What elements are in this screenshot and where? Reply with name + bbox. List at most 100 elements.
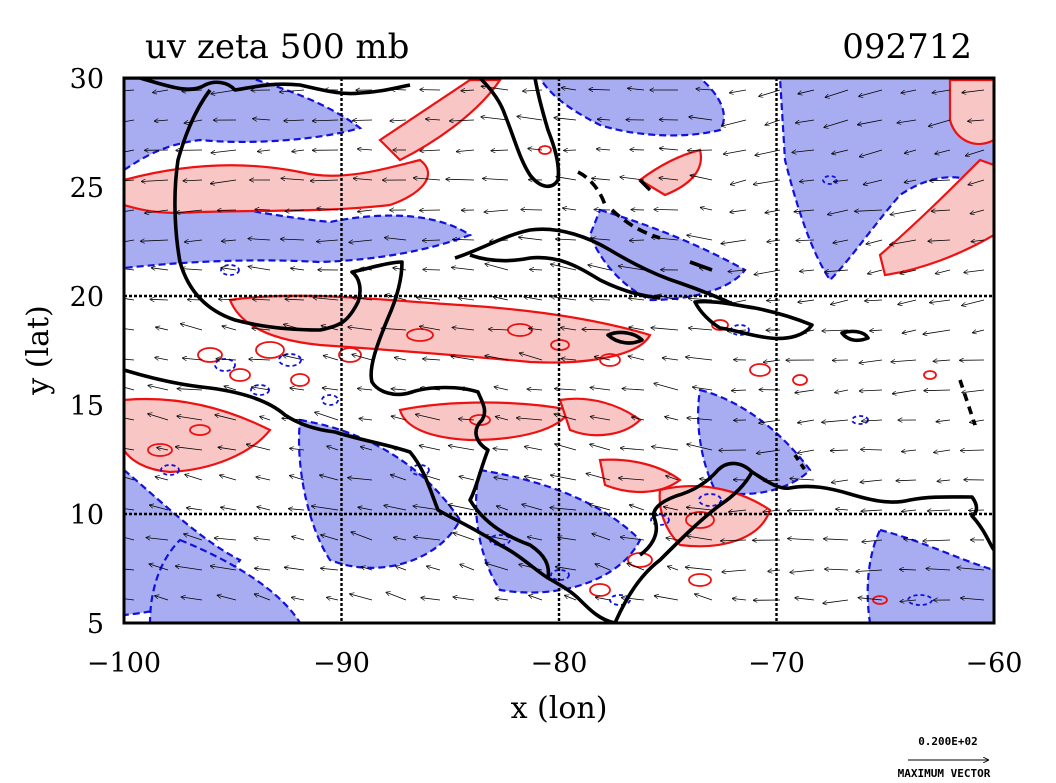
wind-vector xyxy=(973,330,985,333)
wind-vector xyxy=(962,299,985,306)
wind-vector xyxy=(932,210,951,211)
wind-vector xyxy=(353,120,373,121)
wind-vector xyxy=(152,268,169,270)
wind-vector xyxy=(664,507,679,511)
wind-vector xyxy=(835,390,849,393)
wind-vector xyxy=(589,89,611,90)
wind-vector xyxy=(592,239,611,241)
wind-vector xyxy=(688,150,713,151)
wind-vector xyxy=(181,324,203,331)
wind-vector xyxy=(453,328,475,331)
wind-vector xyxy=(286,210,305,211)
wind-vector xyxy=(391,475,407,481)
wind-vector xyxy=(891,360,917,362)
wind-vector xyxy=(797,240,815,241)
wind-vector xyxy=(687,235,713,241)
wind-vector xyxy=(831,299,849,304)
wind-vector xyxy=(285,567,305,571)
wind-vector xyxy=(768,570,781,571)
wind-vector xyxy=(312,506,339,511)
wind-vector xyxy=(124,568,135,571)
wind-vector xyxy=(211,566,237,571)
wind-vector xyxy=(459,298,475,300)
wind-vector xyxy=(862,540,883,542)
wind-vector xyxy=(870,330,883,331)
wind-vector xyxy=(620,177,645,181)
wind-vector xyxy=(156,327,169,330)
x-axis-label: x (lon) xyxy=(511,691,608,726)
wind-vector xyxy=(283,355,305,361)
wind-vector xyxy=(351,532,373,541)
wind-vector xyxy=(248,239,271,240)
wind-vector xyxy=(324,356,339,361)
map-timestamp: 092712 xyxy=(842,27,972,67)
wind-vector xyxy=(659,178,679,180)
wind-vector xyxy=(529,328,543,330)
wind-vector xyxy=(517,418,543,420)
wind-vector xyxy=(860,390,883,391)
wind-vector xyxy=(183,180,203,181)
wind-vector xyxy=(904,539,917,540)
wind-vector xyxy=(968,120,985,121)
wind-vector xyxy=(619,266,645,271)
wind-vector xyxy=(794,210,815,212)
wind-vector xyxy=(155,596,169,601)
wind-vector xyxy=(453,533,475,541)
wind-vector xyxy=(327,446,339,451)
wind-vector xyxy=(461,90,475,91)
wind-vector xyxy=(722,570,747,572)
wind-vector xyxy=(423,359,441,360)
wind-vector xyxy=(924,390,951,391)
wind-vector xyxy=(962,389,985,393)
wind-vector xyxy=(663,358,679,360)
wind-vector xyxy=(358,507,373,510)
wind-vector xyxy=(352,355,373,361)
wind-vector xyxy=(224,386,237,391)
wind-vector xyxy=(124,417,135,421)
wind-vector xyxy=(823,599,849,603)
wind-vector xyxy=(630,240,645,241)
wind-vector xyxy=(481,117,509,121)
coastlines xyxy=(124,78,994,623)
wind-vector xyxy=(453,597,475,601)
wind-vector xyxy=(868,269,883,274)
positive-vorticity-regions xyxy=(124,78,994,548)
wind-vector xyxy=(426,119,441,120)
wind-vector xyxy=(313,120,339,121)
wind-vector xyxy=(176,566,203,571)
wind-vector xyxy=(822,420,849,422)
wind-vector xyxy=(651,328,679,330)
wind-vector xyxy=(826,89,849,97)
wind-vector xyxy=(790,479,815,481)
wind-vector xyxy=(858,119,883,125)
wind-vector xyxy=(556,567,577,571)
x-tick-label: −100 xyxy=(87,648,161,679)
wind-vector xyxy=(317,208,339,210)
wind-vector xyxy=(290,448,305,450)
wind-vector xyxy=(890,239,917,245)
wind-vector xyxy=(460,564,475,571)
wind-vector xyxy=(834,180,849,182)
wind-vector xyxy=(124,447,135,451)
wind-vector xyxy=(358,149,373,150)
wind-vector xyxy=(595,210,611,211)
wind-vector xyxy=(519,237,543,241)
map-title: uv zeta 500 mb xyxy=(145,27,409,67)
wind-vector xyxy=(730,210,747,212)
wind-vector xyxy=(185,475,203,481)
wind-vector xyxy=(211,89,237,94)
wind-vector xyxy=(900,269,917,274)
wind-vector xyxy=(255,568,271,570)
wind-vector xyxy=(446,179,475,180)
wind-vector xyxy=(759,89,781,96)
wind-vector xyxy=(124,298,135,301)
wind-vector xyxy=(964,269,985,273)
wind-vector xyxy=(935,149,951,154)
wind-vector xyxy=(142,180,169,182)
wind-vector xyxy=(589,504,611,511)
wind-vector xyxy=(124,386,135,391)
wind-vector xyxy=(862,510,883,511)
wind-vector xyxy=(687,536,713,541)
wind-vector xyxy=(654,209,679,210)
wind-vector xyxy=(315,412,339,421)
